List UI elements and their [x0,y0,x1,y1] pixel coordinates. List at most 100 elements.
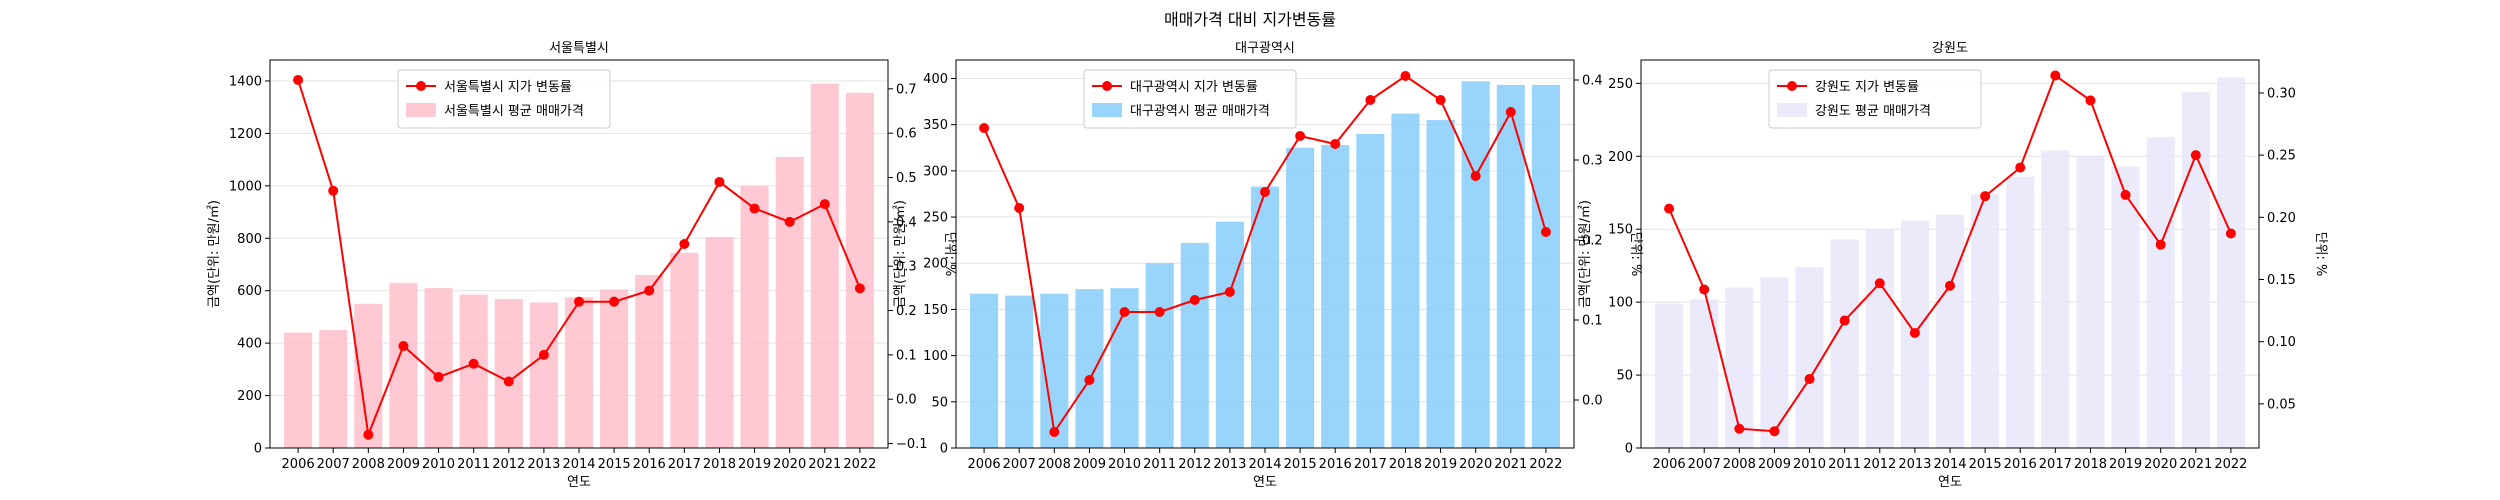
legend-label: 강원도 지가 변동률 [1815,80,1919,95]
bar [459,294,488,448]
legend-label: 서울특별시 지가 변동률 [444,80,572,95]
y2-tick-label: 0.4 [1582,74,1603,89]
x-tick-label: 2018 [703,457,736,472]
y-tick-label: 200 [923,257,948,272]
legend-label: 대구광역시 평균 매매가격 [1130,104,1270,119]
line-point [398,341,409,352]
y2-tick-label: 0.3 [1582,154,1603,169]
y-tick-label: 300 [923,164,948,179]
legend-box [1083,69,1297,129]
bar [845,92,874,449]
bar [1426,120,1455,449]
bar [1461,81,1490,448]
y2-tick-label: 0.6 [896,127,917,142]
x-tick-label: 2014 [562,457,595,472]
x-tick-label: 2009 [1758,457,1791,472]
line-point [1260,187,1270,197]
line-point [1769,426,1780,437]
y2-tick-label: 0.15 [2267,273,2296,288]
line-point [1909,327,1920,338]
x-tick-label: 2021 [1494,457,1527,472]
line-point [1734,423,1745,434]
line-point [293,74,304,85]
line-point [1189,295,1200,305]
x-axis-label: 연도 [567,475,591,490]
legend-box [397,69,611,129]
line-point [363,429,374,440]
line-point [1295,131,1306,141]
x-tick-label: 2016 [633,457,666,472]
x-tick-label: 2019 [738,457,771,472]
legend-label: 강원도 평균 매매가격 [1815,104,1931,119]
line-point [2225,228,2236,239]
line-point [433,372,444,383]
line-point [1224,287,1235,297]
x-tick-label: 2022 [2214,457,2247,472]
bar [1005,295,1034,448]
y-axis-label: 금액(단위: 만원/㎡) [1578,200,1593,308]
chart-title: 대구광역시 [1235,41,1295,56]
line-point [1435,95,1446,105]
y2-tick-label: 0.1 [896,348,917,363]
y-tick-label: 1400 [229,74,262,89]
y2-tick-label: 0.20 [2267,211,2296,226]
y-tick-label: 350 [923,118,948,133]
bar [319,330,348,448]
y2-tick-label: 0.4 [896,215,917,230]
bar [1655,303,1684,448]
x-tick-label: 2019 [2109,457,2142,472]
line-point [2190,150,2201,161]
x-tick-label: 2007 [1003,457,1036,472]
bar [1971,194,2000,448]
line-point [1540,227,1551,237]
bar [1250,186,1280,449]
line-point [2120,189,2131,200]
y2-tick-label: 0.25 [2267,149,2296,164]
x-tick-label: 2011 [1143,457,1176,472]
line-point [1014,203,1025,213]
line-point [679,239,690,250]
y-tick-label: 150 [1608,223,1633,238]
legend-label: 대구광역시 지가 변동률 [1130,80,1258,95]
chart-panel-3: 0 50 100 150 200 250 0.05 0.10 0.15 0.20 0.25 0.30 2… [1578,41,2328,490]
x-tick-label: 2006 [1653,457,1686,472]
legend-line-marker [416,81,426,91]
x-tick-label: 2009 [1073,457,1106,472]
y-tick-label: 100 [1608,296,1633,311]
y2-tick-label: 0.0 [1582,394,1603,409]
legend-line-marker [1102,81,1112,91]
x-tick-label: 2007 [317,457,350,472]
bar [564,297,594,448]
line-point [328,185,339,196]
x-tick-label: 2022 [843,457,876,472]
y-axis-label: 금액(단위: 만원/㎡) [893,200,908,308]
bar [2041,150,2070,448]
y-tick-label: 800 [237,232,262,247]
line-point [538,349,549,360]
line-point [468,358,479,369]
bar [1690,299,1719,448]
x-axis-label: 연도 [1253,475,1277,490]
y2-tick-label: 0.0 [896,393,917,408]
bar [1795,267,1824,448]
y-tick-label: 200 [237,389,262,404]
bar [810,83,839,448]
y-tick-label: 400 [923,72,948,87]
line-point [2085,95,2096,106]
x-tick-label: 2020 [1459,457,1492,472]
line-point [609,296,620,307]
x-tick-label: 2015 [1969,457,2002,472]
x-tick-label: 2018 [1389,457,1422,472]
line-point [503,376,514,387]
y-tick-label: 250 [923,211,948,226]
chart-panel-2: 0 50 100 150 200 250 300 350 400 0.0 0.1 0.2 0.3 0.4 2… [893,41,1643,490]
x-tick-label: 2012 [1178,457,1211,472]
x-tick-label: 2011 [1828,457,1861,472]
y2-tick-label: 0.2 [1582,234,1603,249]
bar [1356,133,1385,448]
x-tick-label: 2016 [2004,457,2037,472]
line-point [979,123,990,133]
bar [2146,137,2175,448]
chart-panel-1: 0200400600800100012001400−0.10.00.10.20.… [207,41,957,490]
